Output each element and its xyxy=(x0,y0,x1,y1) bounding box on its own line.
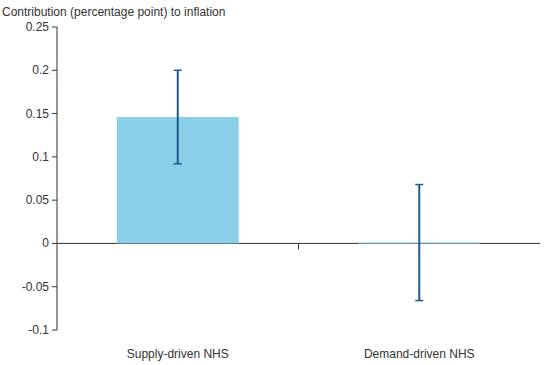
y-axis-line xyxy=(57,27,58,330)
error-bar-cap xyxy=(174,70,182,72)
error-bar-stem xyxy=(418,185,420,301)
y-axis-label: Contribution (percentage point) to infla… xyxy=(2,5,225,19)
chart-svg: Contribution (percentage point) to infla… xyxy=(0,0,550,365)
category-divider xyxy=(298,243,299,249)
y-tick-label: 0.15 xyxy=(26,107,50,121)
y-tick xyxy=(52,113,57,114)
chart-container: Contribution (percentage point) to infla… xyxy=(0,0,550,365)
y-tick-label: -0.05 xyxy=(22,280,50,294)
y-tick xyxy=(52,70,57,71)
y-tick xyxy=(52,243,57,244)
y-tick-label: 0.1 xyxy=(32,150,49,164)
error-bar-stem xyxy=(177,70,179,163)
y-tick xyxy=(52,286,57,287)
y-tick xyxy=(52,27,57,28)
y-tick-label: 0.05 xyxy=(26,193,50,207)
y-tick-label: 0 xyxy=(42,236,49,250)
error-bar-cap xyxy=(415,184,423,186)
y-tick xyxy=(52,330,57,331)
y-tick-label: 0.2 xyxy=(32,63,49,77)
error-bar xyxy=(415,185,423,301)
marks xyxy=(117,70,480,300)
y-tick xyxy=(52,200,57,201)
y-tick-label: -0.1 xyxy=(28,323,49,337)
error-bar xyxy=(174,70,182,163)
x-tick-label: Demand-driven NHS xyxy=(364,347,475,361)
error-bar-cap xyxy=(415,300,423,302)
x-tick-label: Supply-driven NHS xyxy=(127,347,229,361)
error-bar-cap xyxy=(174,163,182,165)
y-tick xyxy=(52,156,57,157)
y-tick-label: 0.25 xyxy=(26,20,50,34)
